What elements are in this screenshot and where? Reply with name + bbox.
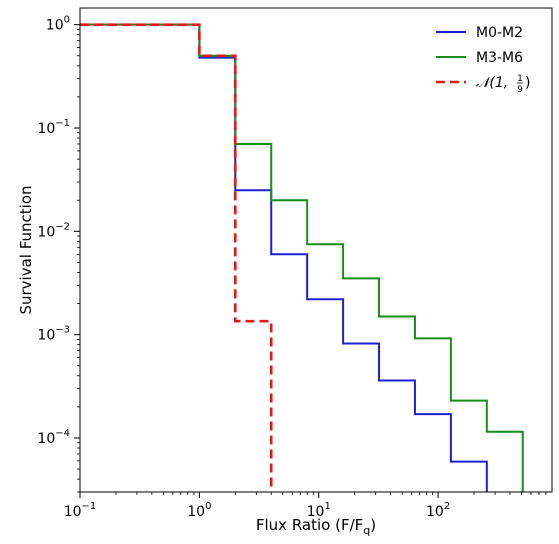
y-tick-label: 10−1 — [37, 118, 70, 137]
y-tick-label: 10−2 — [37, 221, 70, 240]
x-axis: 10−1 100 101 102 — [64, 492, 547, 520]
svg-text:1: 1 — [517, 74, 523, 84]
y-tick-label: 10−3 — [37, 325, 70, 344]
series-line-1 — [80, 23, 488, 492]
x-tick-label: 101 — [307, 501, 331, 520]
legend-label-normal: 𝒩(1, 19) — [476, 74, 530, 95]
x-tick-label: 10−1 — [64, 501, 97, 520]
svg-text:𝒩(1,: 𝒩(1, — [476, 75, 508, 91]
series-layer — [80, 23, 524, 492]
legend-label: M3-M6 — [476, 50, 523, 66]
series-line-2 — [80, 23, 524, 492]
x-tick-label: 102 — [426, 501, 450, 520]
x-tick-label: 100 — [187, 501, 211, 520]
x-axis-title: Flux Ratio (F/Fq) — [256, 516, 376, 537]
y-tick-label: 10−4 — [37, 428, 70, 447]
y-axis: 100 10−1 10−2 10−3 10−4 — [37, 15, 80, 493]
y-axis-title: Survival Function — [17, 185, 35, 314]
svg-text:): ) — [525, 75, 530, 91]
plot-frame — [79, 7, 553, 493]
legend-label: M0-M2 — [476, 25, 523, 41]
y-tick-label: 100 — [46, 15, 70, 34]
legend: M0-M2 M3-M6 𝒩(1, 19) — [436, 25, 530, 95]
svg-text:9: 9 — [517, 85, 523, 95]
series-line-3 — [80, 23, 273, 492]
